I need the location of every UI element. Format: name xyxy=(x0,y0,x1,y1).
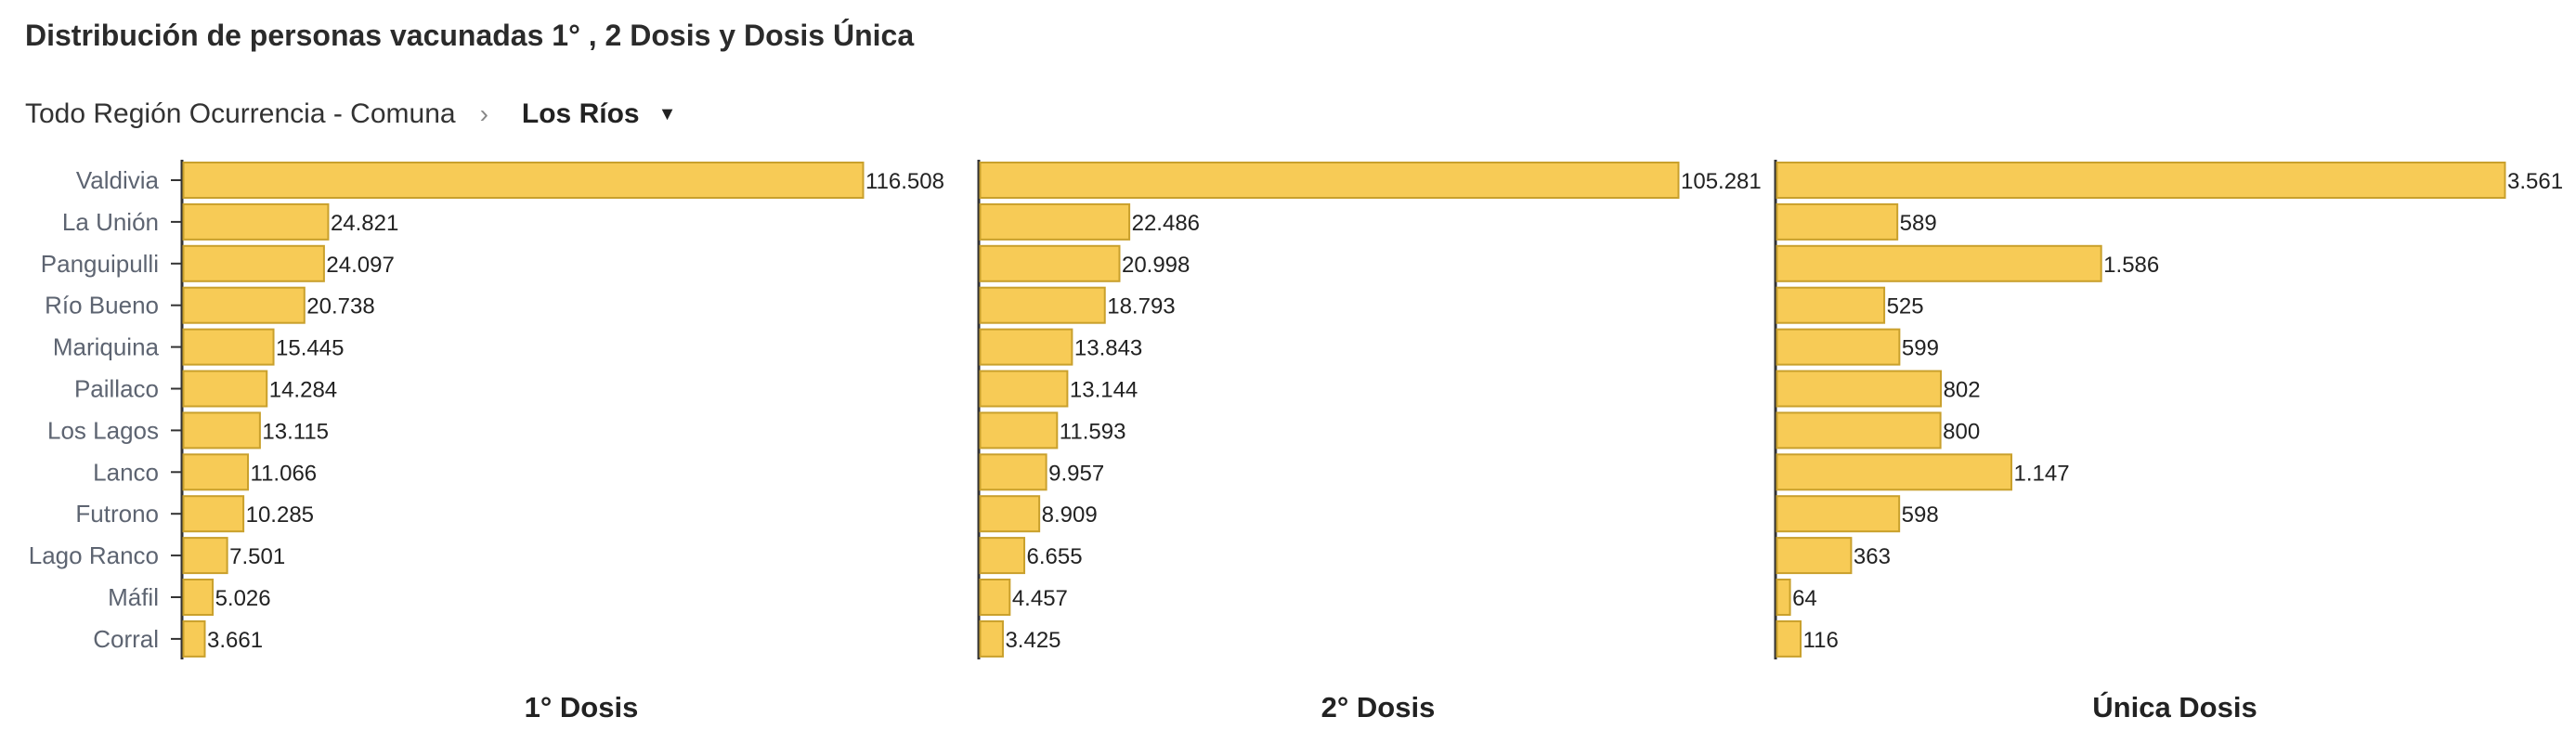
data-label: 20.998 xyxy=(1122,253,1190,278)
data-label: 13.843 xyxy=(1074,336,1142,361)
bar xyxy=(979,495,1041,533)
data-label: 3.425 xyxy=(1005,628,1060,653)
bar xyxy=(1776,579,1791,616)
bar xyxy=(182,370,268,408)
bar xyxy=(1776,619,1802,658)
data-label: 525 xyxy=(1887,294,1924,319)
bar xyxy=(182,619,206,658)
bar xyxy=(1776,244,2102,282)
bar xyxy=(182,202,330,241)
data-label: 599 xyxy=(1902,336,1939,361)
bar xyxy=(1776,453,2013,491)
bar xyxy=(182,453,250,491)
data-label: 15.445 xyxy=(276,336,344,361)
category-label: Lago Ranco xyxy=(29,541,159,569)
data-label: 802 xyxy=(1944,378,1981,403)
bar xyxy=(1776,370,1943,408)
panel-title: 2° Dosis xyxy=(1321,691,1436,723)
region-dropdown[interactable]: Los Ríos ▼ xyxy=(522,98,676,130)
bar xyxy=(979,619,1004,658)
category-label: Mariquina xyxy=(53,333,160,361)
bar xyxy=(979,370,1069,408)
data-label: 64 xyxy=(1792,586,1817,611)
bar xyxy=(182,537,228,575)
data-label: 1.147 xyxy=(2014,461,2070,486)
category-label: Corral xyxy=(93,625,159,653)
category-label: Panguipulli xyxy=(41,250,159,278)
breadcrumb-root[interactable]: Todo Región Ocurrencia - Comuna xyxy=(25,98,456,129)
category-label: Valdivia xyxy=(76,166,160,194)
bar xyxy=(1776,328,1901,366)
data-label: 22.486 xyxy=(1132,211,1200,236)
category-label: Máfil xyxy=(108,583,159,611)
data-label: 589 xyxy=(1900,211,1937,236)
data-label: 8.909 xyxy=(1042,502,1098,528)
data-label: 13.115 xyxy=(262,419,329,444)
data-label: 9.957 xyxy=(1048,461,1104,486)
bar xyxy=(979,411,1059,450)
bar xyxy=(979,453,1047,491)
panel-title: Única Dosis xyxy=(2092,690,2257,723)
breadcrumb: Todo Región Ocurrencia - Comuna › Los Rí… xyxy=(25,98,676,130)
bar xyxy=(1776,537,1853,575)
bar xyxy=(182,328,275,366)
bar xyxy=(1776,162,2506,199)
data-label: 20.738 xyxy=(306,294,374,319)
bar xyxy=(979,537,1026,575)
bar xyxy=(979,244,1121,282)
data-label: 3.561 xyxy=(2507,169,2563,194)
data-label: 11.593 xyxy=(1060,419,1126,444)
data-label: 4.457 xyxy=(1012,586,1068,611)
bar xyxy=(182,579,215,616)
data-label: 3.661 xyxy=(207,628,263,653)
data-label: 6.655 xyxy=(1027,544,1083,569)
bar xyxy=(979,162,1680,199)
bar xyxy=(182,411,261,450)
data-label: 24.097 xyxy=(326,253,394,278)
bar xyxy=(979,202,1131,241)
category-label: La Unión xyxy=(62,208,159,236)
category-label: Futrono xyxy=(75,500,159,528)
data-label: 1.586 xyxy=(2103,253,2159,278)
data-label: 116 xyxy=(1803,628,1839,653)
bar xyxy=(1776,286,1886,324)
data-label: 14.284 xyxy=(269,378,337,403)
bar xyxy=(979,286,1106,324)
bar xyxy=(1776,411,1942,450)
breadcrumb-current: Los Ríos xyxy=(521,98,640,129)
data-label: 363 xyxy=(1854,544,1891,569)
data-label: 5.026 xyxy=(215,586,271,611)
data-label: 10.285 xyxy=(246,502,314,528)
bar xyxy=(979,328,1073,366)
category-label: Río Bueno xyxy=(45,292,159,319)
data-label: 800 xyxy=(1943,419,1980,444)
bar xyxy=(182,286,306,324)
bar xyxy=(182,495,245,533)
data-label: 11.066 xyxy=(251,461,318,486)
bar xyxy=(1776,202,1899,241)
chevron-right-icon: › xyxy=(479,99,488,128)
category-label: Lanco xyxy=(93,458,159,486)
category-label: Paillaco xyxy=(74,375,159,403)
bar xyxy=(979,579,1011,616)
data-label: 116.508 xyxy=(865,169,944,194)
bar xyxy=(182,162,865,199)
bar xyxy=(182,244,325,282)
caret-down-icon: ▼ xyxy=(657,103,677,124)
data-label: 598 xyxy=(1902,502,1939,528)
data-label: 13.144 xyxy=(1070,378,1138,403)
panel-title: 1° Dosis xyxy=(525,691,639,723)
data-label: 105.281 xyxy=(1681,169,1762,194)
data-label: 7.501 xyxy=(229,544,285,569)
data-label: 18.793 xyxy=(1107,294,1175,319)
chart-title: Distribución de personas vacunadas 1° , … xyxy=(25,19,915,52)
bar xyxy=(1776,495,1901,533)
category-label: Los Lagos xyxy=(47,416,159,444)
data-label: 24.821 xyxy=(331,211,398,236)
